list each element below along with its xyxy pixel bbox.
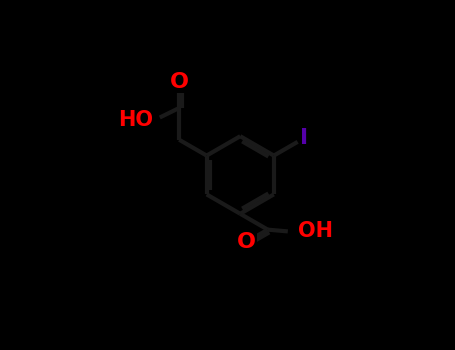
Text: I: I [300, 128, 308, 148]
Text: OH: OH [298, 222, 333, 242]
Text: O: O [237, 232, 256, 252]
Text: O: O [170, 71, 189, 92]
Text: HO: HO [118, 110, 153, 130]
